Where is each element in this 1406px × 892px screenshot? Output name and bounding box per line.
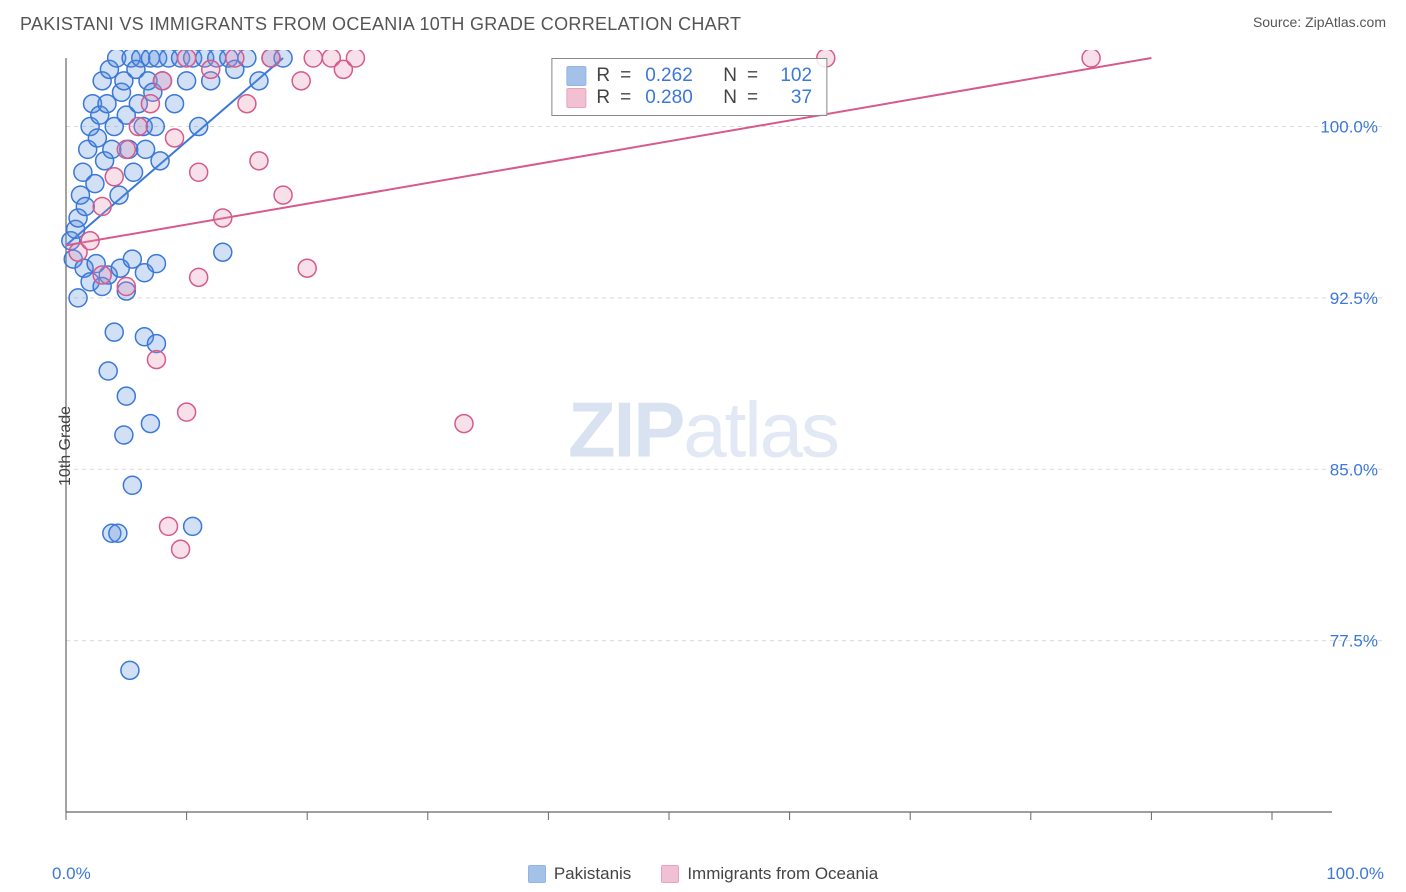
stats-N-label: N bbox=[723, 87, 737, 109]
legend-label: Immigrants from Oceania bbox=[687, 864, 878, 884]
svg-text:85.0%: 85.0% bbox=[1330, 460, 1378, 479]
stats-R-value: 0.280 bbox=[645, 87, 705, 109]
stats-eq: = bbox=[620, 87, 631, 109]
series-legend: Pakistanis Immigrants from Oceania bbox=[0, 864, 1406, 884]
stats-N-label: N bbox=[723, 65, 737, 87]
stats-swatch bbox=[566, 66, 586, 86]
chart-canvas: 77.5% 85.0% 92.5% 100.0% bbox=[20, 50, 1386, 842]
legend-swatch bbox=[661, 865, 679, 883]
source-attribution: Source: ZipAtlas.com bbox=[1253, 14, 1386, 30]
legend-item: Immigrants from Oceania bbox=[661, 864, 878, 884]
stats-N-value: 102 bbox=[772, 65, 812, 87]
svg-text:77.5%: 77.5% bbox=[1330, 632, 1378, 651]
legend-swatch bbox=[528, 865, 546, 883]
stats-eq: = bbox=[747, 87, 758, 109]
stats-row: R = 0.262 N = 102 bbox=[566, 65, 812, 87]
scatter-chart: 77.5%85.0%92.5%100.0% ZIPatlas 10th Grad… bbox=[20, 50, 1386, 842]
svg-text:100.0%: 100.0% bbox=[1320, 118, 1378, 137]
stats-swatch bbox=[566, 88, 586, 108]
legend-label: Pakistanis bbox=[554, 864, 631, 884]
stats-row: R = 0.280 N = 37 bbox=[566, 87, 812, 109]
stats-R-label: R bbox=[596, 87, 610, 109]
stats-eq: = bbox=[747, 65, 758, 87]
svg-text:92.5%: 92.5% bbox=[1330, 289, 1378, 308]
stats-N-value: 37 bbox=[772, 87, 812, 109]
legend-item: Pakistanis bbox=[528, 864, 631, 884]
y-axis-label: 10th Grade bbox=[57, 406, 75, 486]
stats-eq: = bbox=[620, 65, 631, 87]
stats-R-label: R bbox=[596, 65, 610, 87]
chart-title: PAKISTANI VS IMMIGRANTS FROM OCEANIA 10T… bbox=[20, 14, 741, 35]
stats-R-value: 0.262 bbox=[645, 65, 705, 87]
correlation-stats-legend: R = 0.262 N = 102 R = 0.280 N = 37 bbox=[551, 58, 827, 116]
